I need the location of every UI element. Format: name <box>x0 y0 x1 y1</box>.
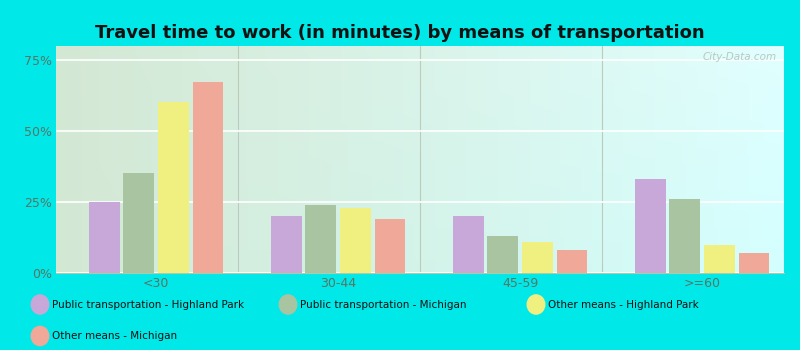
Bar <box>522 242 553 273</box>
Bar <box>374 219 406 273</box>
Bar <box>89 202 120 273</box>
Text: City-Data.com: City-Data.com <box>702 52 777 62</box>
Bar <box>158 102 189 273</box>
Text: Other means - Highland Park: Other means - Highland Park <box>548 300 698 309</box>
Bar <box>123 174 154 273</box>
Text: Public transportation - Highland Park: Public transportation - Highland Park <box>52 300 244 309</box>
Text: Travel time to work (in minutes) by means of transportation: Travel time to work (in minutes) by mean… <box>95 25 705 42</box>
Bar <box>453 216 484 273</box>
Bar <box>340 208 371 273</box>
Bar <box>193 83 223 273</box>
Bar <box>704 245 735 273</box>
Bar <box>670 199 700 273</box>
Text: Other means - Michigan: Other means - Michigan <box>52 331 177 341</box>
Bar <box>557 250 587 273</box>
Bar <box>487 236 518 273</box>
Bar <box>634 179 666 273</box>
Bar <box>306 205 336 273</box>
Text: Public transportation - Michigan: Public transportation - Michigan <box>300 300 466 309</box>
Bar <box>270 216 302 273</box>
Bar <box>738 253 770 273</box>
